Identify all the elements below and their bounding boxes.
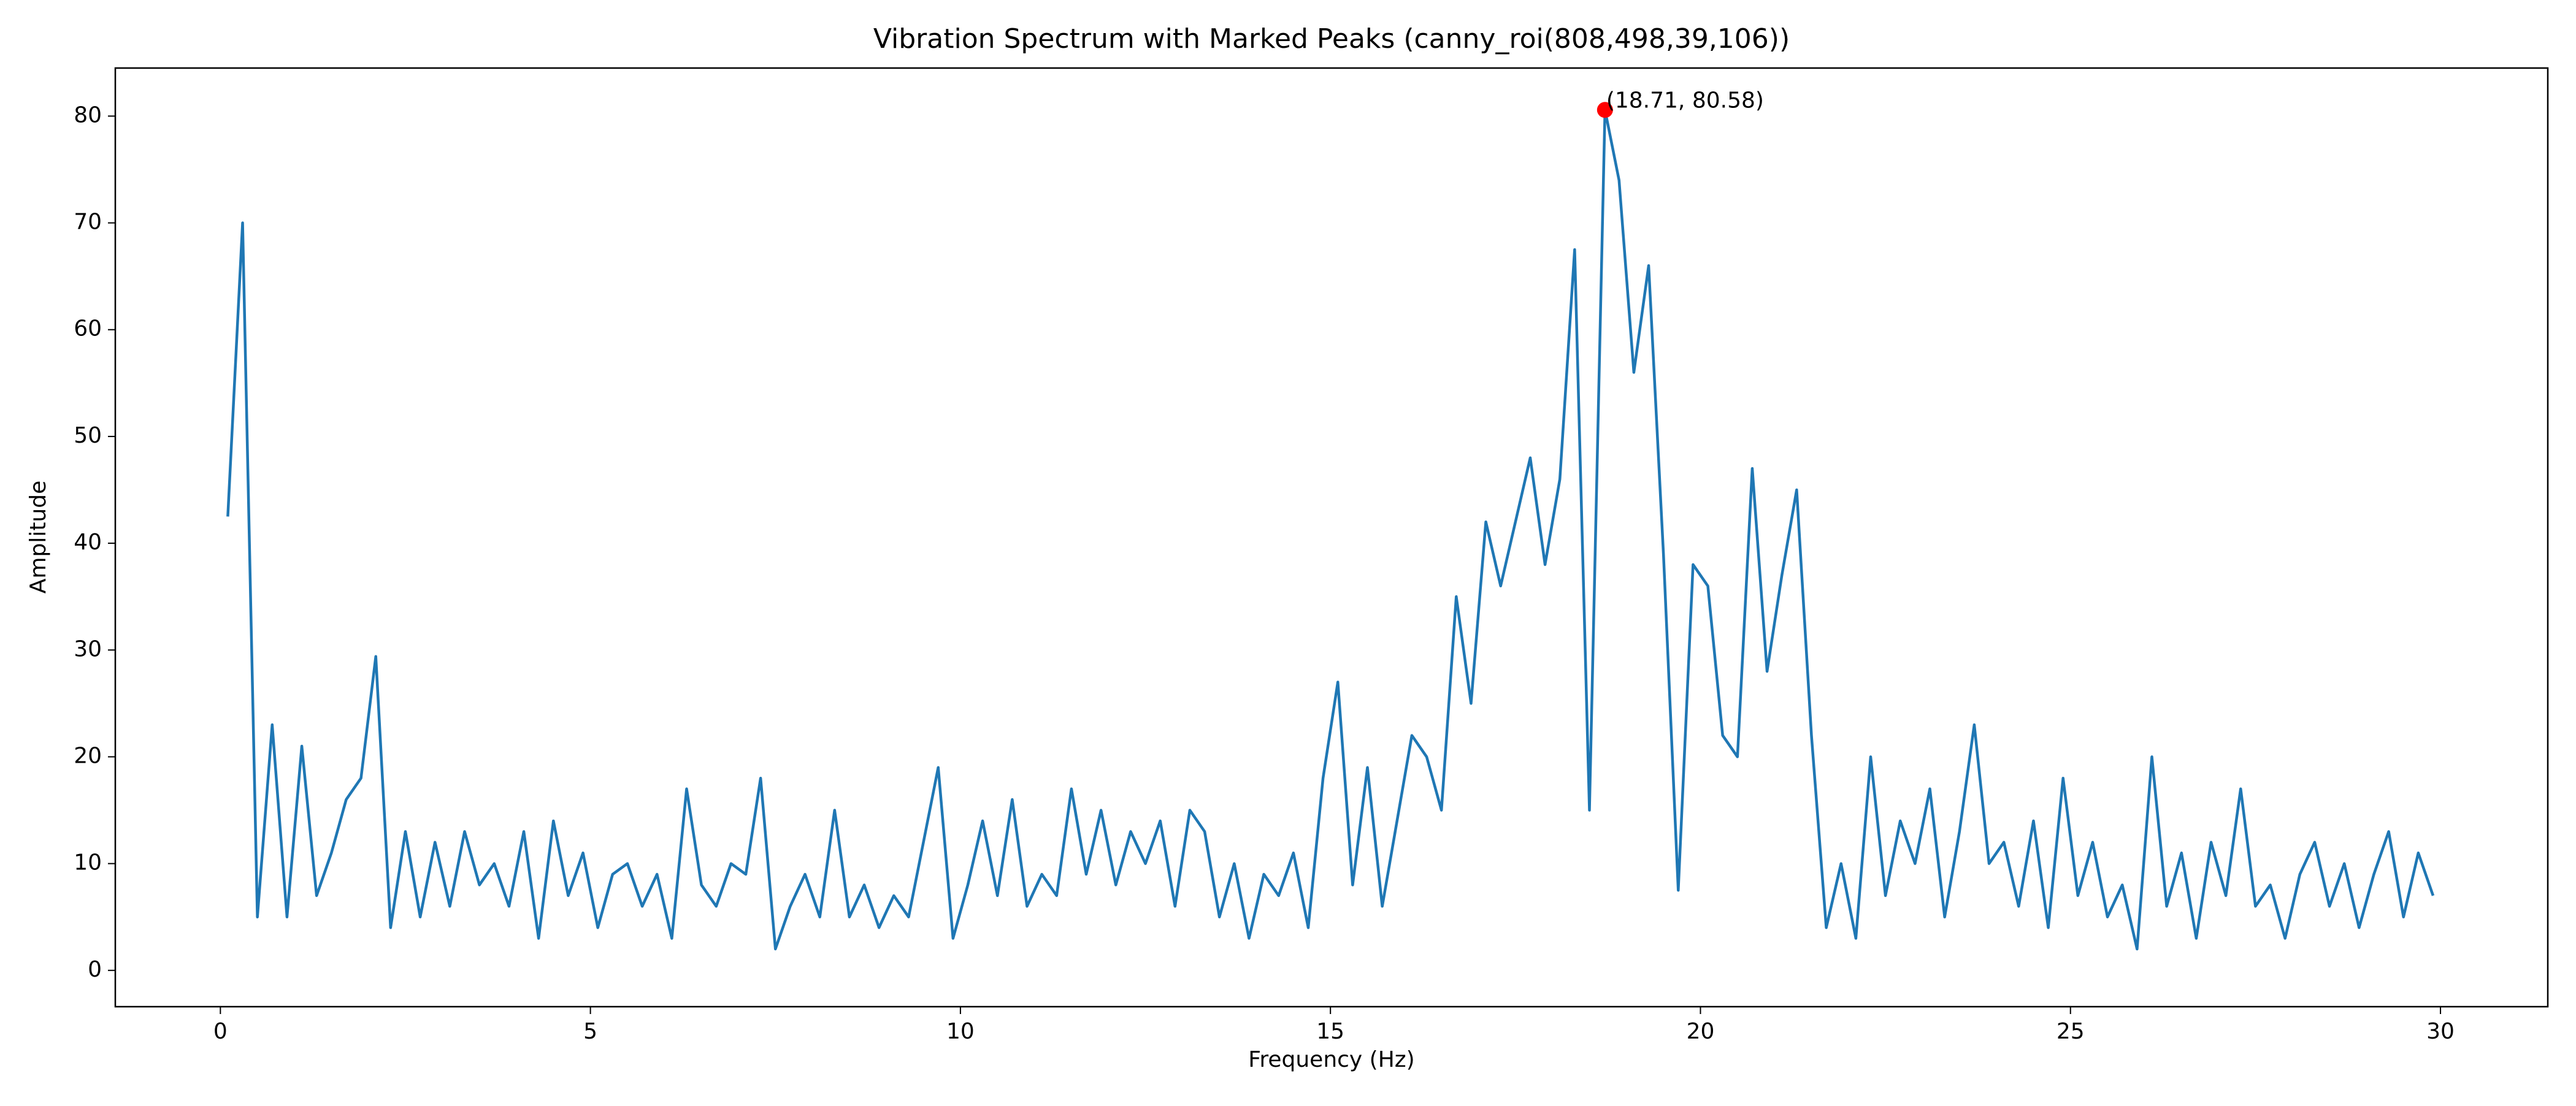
y-tick-label: 0 — [88, 957, 102, 982]
y-tick-label: 70 — [74, 210, 102, 235]
y-tick-label: 40 — [74, 530, 102, 555]
x-tick-label: 25 — [2057, 1019, 2085, 1044]
y-tick-label: 80 — [74, 102, 102, 128]
y-tick-label: 50 — [74, 423, 102, 448]
y-tick-label: 30 — [74, 636, 102, 662]
y-tick-label: 60 — [74, 316, 102, 341]
x-axis-label: Frequency (Hz) — [1248, 1047, 1414, 1072]
peak-label: (18.71, 80.58) — [1606, 88, 1764, 113]
y-axis-label: Amplitude — [26, 481, 51, 593]
x-tick-label: 10 — [946, 1019, 975, 1044]
y-tick-label: 20 — [74, 743, 102, 768]
x-tick-label: 15 — [1316, 1019, 1344, 1044]
peak-marker — [1597, 102, 1613, 118]
x-tick-label: 20 — [1687, 1019, 1715, 1044]
chart-title: Vibration Spectrum with Marked Peaks (ca… — [873, 23, 1790, 55]
x-tick-label: 30 — [2426, 1019, 2455, 1044]
y-tick-label: 10 — [74, 850, 102, 875]
x-tick-label: 5 — [583, 1019, 597, 1044]
plot-frame — [114, 67, 2549, 1008]
x-tick-label: 0 — [213, 1019, 228, 1044]
spectrum-line — [226, 109, 2435, 951]
